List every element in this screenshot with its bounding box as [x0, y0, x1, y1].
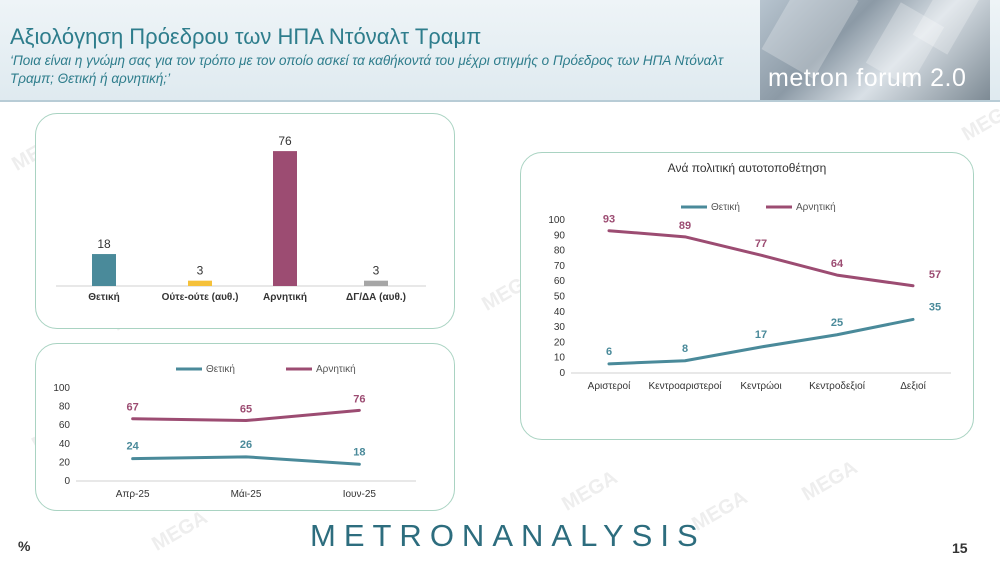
y-tick-label: 10 — [554, 353, 566, 364]
brand-logo-text: metron forum 2.0 — [768, 64, 967, 92]
legend-label: Θετική — [711, 201, 740, 213]
data-label: 65 — [240, 404, 252, 416]
metronanalysis-logo: METRONANALYSIS — [310, 518, 706, 553]
x-tick-label: Απρ-25 — [116, 489, 150, 500]
bar-value-label: 3 — [197, 264, 204, 278]
data-label: 77 — [755, 238, 767, 250]
data-label: 93 — [603, 214, 615, 226]
y-tick-label: 40 — [554, 307, 566, 318]
x-tick-label: Κεντροδεξιοί — [809, 380, 866, 392]
category-label: Ούτε-ούτε (αυθ.) — [162, 292, 239, 303]
data-label: 26 — [240, 439, 252, 451]
overall-bar-chart: 18 Θετική 3 Ούτε-ούτε (αυθ.) 76 Αρνητική 3 ΔΓ/Δ… — [56, 134, 426, 303]
data-label: 25 — [831, 317, 843, 329]
bar — [188, 280, 212, 286]
overall-bar-panel: 18 Θετική 3 Ούτε-ούτε (αυθ.) 76 Αρνητική 3 ΔΓ/Δ… — [35, 113, 455, 329]
y-tick-label: 20 — [59, 457, 71, 468]
x-tick-label: Αριστεροί — [588, 380, 631, 392]
data-label: 76 — [353, 393, 365, 405]
series-line — [607, 317, 915, 366]
series-line — [607, 229, 915, 288]
page-number: 15 — [952, 540, 968, 556]
bar — [92, 254, 116, 286]
data-label: 18 — [353, 446, 365, 458]
category-label: Αρνητική — [263, 292, 307, 303]
y-tick-label: 0 — [559, 368, 565, 379]
data-label: 8 — [682, 343, 688, 355]
data-label: 17 — [755, 329, 767, 341]
bar-value-label: 3 — [373, 264, 380, 278]
chart-title: Ανά πολιτική αυτοτοποθέτηση — [668, 161, 827, 175]
y-tick-label: 90 — [554, 230, 566, 241]
watermark-text: MEGA — [558, 466, 622, 516]
data-label: 67 — [127, 402, 139, 414]
slide-header: Αξιολόγηση Πρόεδρου των ΗΠΑ Ντόναλτ Τραμ… — [0, 0, 1000, 102]
legend-label: Αρνητική — [316, 363, 356, 375]
watermark-text: MEGA — [148, 506, 212, 556]
y-tick-label: 60 — [59, 420, 71, 431]
bar-value-label: 76 — [278, 134, 292, 148]
x-tick-label: Μάι-25 — [231, 488, 262, 500]
y-tick-label: 40 — [59, 439, 71, 450]
data-label: 57 — [929, 269, 941, 281]
y-tick-label: 70 — [554, 261, 566, 272]
series-line — [131, 408, 361, 423]
bar — [273, 151, 297, 286]
data-label: 89 — [679, 220, 691, 232]
ideology-line-chart: Ανά πολιτική αυτοτοποθέτηση 0 10 20 30 40 50 60… — [548, 161, 951, 392]
y-tick-label: 20 — [554, 337, 566, 348]
y-tick-label: 60 — [554, 276, 566, 287]
x-tick-label: Δεξιοί — [900, 380, 926, 392]
brand-banner: metron forum 2.0 — [760, 0, 990, 100]
percent-sign: % — [18, 538, 31, 554]
watermark-text: MEGA — [798, 456, 862, 506]
x-tick-label: Κεντροαριστεροί — [648, 380, 722, 392]
y-tick-label: 80 — [554, 246, 566, 257]
category-label: ΔΓ/ΔΑ (αυθ.) — [346, 292, 406, 303]
y-tick-label: 80 — [59, 402, 71, 413]
legend-label: Θετική — [206, 363, 235, 375]
y-tick-label: 30 — [554, 322, 566, 333]
x-tick-label: Κεντρώοι — [740, 380, 781, 392]
series-line — [131, 455, 361, 466]
bar — [364, 280, 388, 286]
bar-value-label: 18 — [97, 237, 111, 251]
trend-panel: 0 20 40 60 80 100 Απρ-25 Μάι-25 Ιουν-25 Θετική 24 2… — [35, 343, 455, 511]
data-label: 24 — [127, 441, 140, 453]
category-label: Θετική — [88, 292, 119, 303]
data-label: 64 — [831, 258, 844, 270]
ideology-panel: Ανά πολιτική αυτοτοποθέτηση 0 10 20 30 40 50 60… — [520, 152, 974, 440]
data-label: 6 — [606, 346, 612, 358]
question-text: ‘Ποια είναι η γνώμη σας για τον τρόπο με… — [10, 53, 724, 86]
y-tick-label: 0 — [64, 476, 70, 487]
y-tick-label: 100 — [53, 383, 70, 394]
monthly-trend-chart: 0 20 40 60 80 100 Απρ-25 Μάι-25 Ιουν-25 Θετική 24 2… — [53, 363, 416, 500]
legend-label: Αρνητική — [796, 201, 836, 213]
y-tick-label: 50 — [554, 292, 566, 303]
slide-title: Αξιολόγηση Πρόεδρου των ΗΠΑ Ντόναλτ Τραμ… — [10, 24, 482, 49]
watermark-text: MEGA — [958, 96, 1000, 146]
data-label: 35 — [929, 301, 941, 313]
x-tick-label: Ιουν-25 — [343, 489, 377, 500]
y-tick-label: 100 — [548, 215, 565, 226]
